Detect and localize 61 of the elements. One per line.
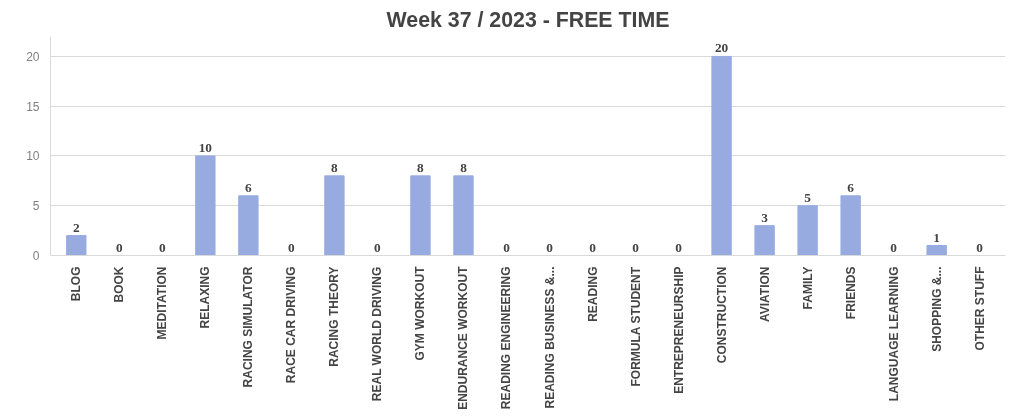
x-tick-label: LANGUAGE LEARNING bbox=[886, 266, 901, 402]
x-tick-label: RACING THEORY bbox=[327, 266, 342, 367]
y-tick-label: 15 bbox=[26, 99, 40, 114]
x-tick-label: AVIATION bbox=[757, 266, 772, 323]
x-tick-label: FRIENDS bbox=[843, 266, 858, 320]
bar bbox=[926, 245, 947, 256]
data-label: 0 bbox=[116, 239, 123, 255]
bar bbox=[66, 235, 87, 256]
data-label: 0 bbox=[976, 239, 984, 255]
data-label: 0 bbox=[288, 239, 296, 255]
chart-title: Week 37 / 2023 - FREE TIME bbox=[386, 7, 670, 32]
x-tick-label: RELAXING bbox=[198, 266, 213, 329]
y-tick-label: 0 bbox=[32, 249, 40, 263]
bar bbox=[195, 155, 216, 256]
data-label: 0 bbox=[503, 239, 511, 255]
x-tick-label: CONSTRUCTION bbox=[714, 266, 729, 364]
data-label: 5 bbox=[804, 189, 812, 205]
data-label: 0 bbox=[632, 239, 640, 255]
y-tick-label: 10 bbox=[26, 149, 40, 164]
data-label: 0 bbox=[374, 239, 382, 255]
x-tick-label: REAL WORLD DRIVING bbox=[370, 266, 385, 402]
x-tick-label: SHOPPING &... bbox=[929, 266, 944, 352]
data-label: 8 bbox=[417, 159, 425, 175]
x-tick-label: RACE CAR DRIVING bbox=[284, 266, 299, 384]
data-label: 6 bbox=[847, 179, 855, 195]
data-label: 8 bbox=[460, 159, 468, 175]
data-label: 0 bbox=[890, 239, 898, 255]
x-tick-label: READING bbox=[585, 266, 600, 322]
bar bbox=[754, 225, 775, 256]
x-tick-label: RACING SIMULATOR bbox=[241, 266, 256, 388]
bar bbox=[453, 175, 474, 256]
x-tick-label: FORMULA STUDENT bbox=[628, 266, 643, 387]
bar bbox=[711, 55, 732, 256]
data-label: 0 bbox=[159, 239, 167, 255]
bar bbox=[410, 175, 431, 256]
data-label: 6 bbox=[245, 179, 253, 195]
data-label: 1 bbox=[933, 229, 941, 245]
y-tick-label: 20 bbox=[26, 49, 40, 64]
data-label: 8 bbox=[331, 159, 339, 175]
data-label: 2 bbox=[72, 219, 80, 235]
data-label: 0 bbox=[589, 239, 597, 255]
data-label: 10 bbox=[198, 139, 213, 155]
x-tick-label: READING BUSINESS &... bbox=[542, 266, 557, 409]
x-tick-label: ENTREPRENEURSHIP bbox=[671, 266, 686, 394]
bar bbox=[840, 195, 861, 256]
x-tick-label: OTHER STUFF bbox=[972, 266, 987, 351]
data-label: 0 bbox=[546, 239, 554, 255]
x-tick-label: BLOG bbox=[69, 266, 84, 302]
x-tick-label: FAMILY bbox=[800, 266, 815, 310]
y-tick-label: 5 bbox=[32, 199, 40, 214]
x-tick-label: READING ENGINEERING bbox=[499, 266, 514, 410]
bar bbox=[324, 175, 345, 256]
bar bbox=[238, 195, 259, 256]
x-tick-label: ENDURANCE WORKOUT bbox=[456, 265, 471, 410]
data-label: 3 bbox=[761, 209, 769, 225]
data-label: 0 bbox=[675, 239, 683, 255]
bar bbox=[797, 205, 818, 256]
data-label: 20 bbox=[714, 40, 729, 56]
x-tick-label: GYM WORKOUT bbox=[413, 265, 428, 361]
x-tick-label: MEDITATION bbox=[155, 266, 170, 340]
x-tick-label: BOOK bbox=[112, 266, 127, 303]
